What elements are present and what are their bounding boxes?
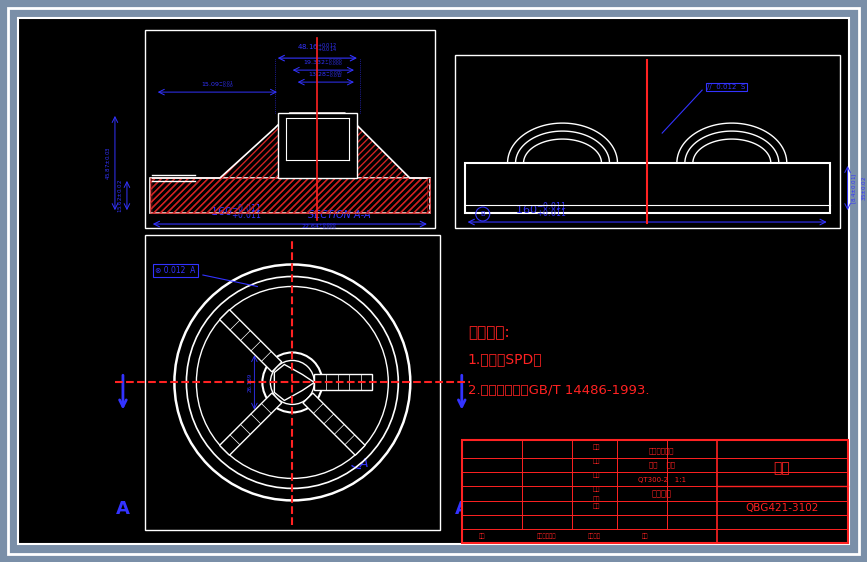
Text: A: A [455, 500, 469, 518]
Text: 校对: 校对 [593, 486, 601, 492]
Text: 标记: 标记 [479, 533, 485, 538]
Text: 机材学院: 机材学院 [652, 490, 672, 498]
Text: B: B [480, 211, 486, 217]
Text: //  0.012  S: // 0.012 S [707, 84, 746, 90]
Text: 19.332$^{+0.000}_{-0.000}$: 19.332$^{+0.000}_{-0.000}$ [303, 57, 343, 68]
Text: 1.材料为SPD；: 1.材料为SPD； [468, 352, 543, 366]
Text: 2.公差标准基于GB/T 14486-1993.: 2.公差标准基于GB/T 14486-1993. [468, 384, 649, 397]
Text: $160^{-0.011}_{+0.011}$: $160^{-0.011}_{+0.011}$ [515, 201, 566, 220]
Bar [465, 163, 830, 213]
Text: 更改人员: 更改人员 [588, 533, 601, 538]
Polygon shape [219, 393, 282, 455]
Text: $\it{A}$: $\it{A}$ [359, 457, 369, 470]
Text: 15.62$\pm$0.02: 15.62$\pm$0.02 [116, 179, 124, 212]
Text: 35$\pm$0.02: 35$\pm$0.02 [859, 175, 867, 201]
Polygon shape [219, 310, 282, 372]
Bar [455, 55, 839, 228]
Text: 型腔: 型腔 [773, 461, 791, 475]
Text: 审字: 审字 [642, 533, 648, 538]
Polygon shape [150, 178, 430, 213]
Text: $160^{-0.011}_{+0.011}$: $160^{-0.011}_{+0.011}$ [210, 202, 261, 222]
Text: QT300-2   1:1: QT300-2 1:1 [637, 477, 686, 483]
Bar [462, 440, 848, 543]
Text: [8.4$\pm$0.01]: [8.4$\pm$0.01] [851, 173, 859, 204]
Text: A: A [116, 500, 130, 518]
Text: 45.87$\pm$0.03: 45.87$\pm$0.03 [104, 146, 112, 180]
Text: 材料    比例: 材料 比例 [649, 461, 675, 468]
Text: 审核
批准: 审核 批准 [593, 497, 601, 509]
Bar [277, 113, 357, 178]
Text: 模具型腔设计: 模具型腔设计 [649, 447, 675, 454]
Text: 技术要求:: 技术要求: [468, 325, 510, 340]
Text: 48.16$^{+0.012}_{+0.014}$: 48.16$^{+0.012}_{+0.014}$ [297, 42, 337, 55]
Polygon shape [274, 365, 315, 401]
Text: 设计: 设计 [593, 444, 601, 450]
Text: ⊗ 0.012  A: ⊗ 0.012 A [155, 266, 195, 275]
Text: SECTION A-A: SECTION A-A [309, 210, 371, 220]
Text: QBG421-3102: QBG421-3102 [746, 503, 818, 513]
Text: 15.09$^{-0.01}_{-0.00}$: 15.09$^{-0.01}_{-0.00}$ [201, 79, 234, 90]
Text: 22.64$^{+0.000}_{-0.000}$: 22.64$^{+0.000}_{-0.000}$ [302, 221, 337, 232]
Bar [315, 374, 372, 391]
Bar [145, 30, 434, 228]
Bar [145, 235, 440, 530]
Text: 描图: 描图 [593, 472, 601, 478]
Text: 制图: 制图 [593, 458, 601, 464]
Polygon shape [303, 393, 365, 455]
Text: 更改文件编号: 更改文件编号 [537, 533, 557, 538]
Text: 13.28$^{-0.000}_{-0.012}$: 13.28$^{-0.000}_{-0.012}$ [308, 69, 343, 80]
Text: 26.189: 26.189 [247, 373, 252, 392]
